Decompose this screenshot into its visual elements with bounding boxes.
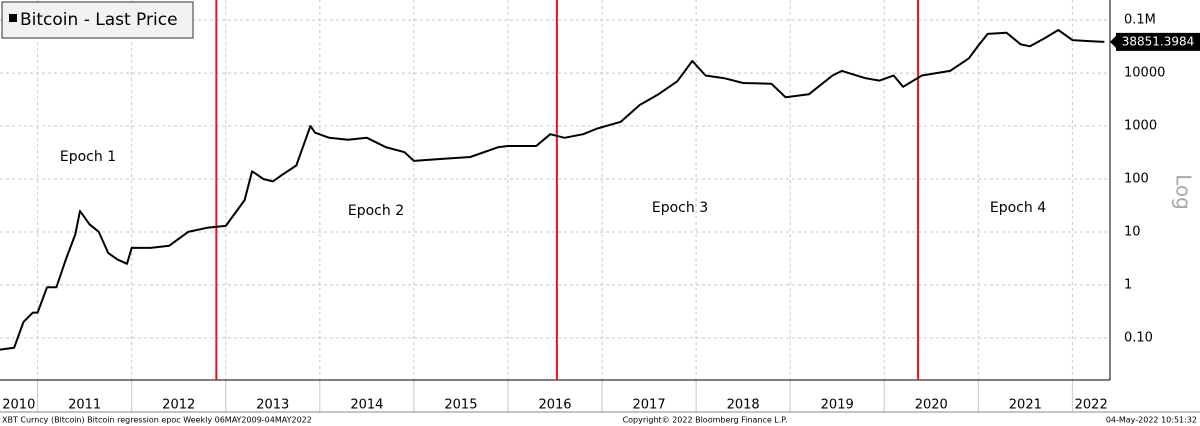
y-tick-label: 10	[1124, 224, 1141, 239]
x-tick-label: 2014	[350, 398, 383, 413]
x-tick-label: 2017	[633, 398, 666, 413]
x-tick-label: 2019	[821, 398, 854, 413]
y-tick-label: 10000	[1124, 66, 1165, 81]
legend-swatch	[9, 14, 17, 22]
x-tick-label: 2011	[68, 398, 101, 413]
last-price-pointer	[1110, 35, 1116, 48]
y-tick-label: 1	[1124, 277, 1132, 292]
x-tick-label: 2020	[915, 398, 948, 413]
legend-box	[1, 1, 194, 39]
legend-label: Bitcoin - Last Price	[20, 10, 178, 30]
x-tick-label: 2018	[727, 398, 760, 413]
annotation: Epoch 4	[990, 200, 1046, 216]
last-price-label: 38851.3984	[1122, 34, 1195, 48]
annotation: Epoch 2	[348, 203, 404, 219]
x-tick-label: 2022	[1075, 398, 1108, 413]
x-tick-label: 2010	[2, 398, 35, 413]
x-tick-label: 2015	[444, 398, 477, 413]
price-line	[0, 29, 1105, 351]
y-tick-label: 1000	[1124, 119, 1157, 134]
x-tick-label: 2016	[538, 398, 571, 413]
footer-source: XBT Curncy (Bitcoin) Bitcoin regression …	[2, 416, 312, 425]
footer-copyright: Copyright© 2022 Bloomberg Finance L.P.	[623, 416, 788, 425]
x-tick-label: 2021	[1009, 398, 1042, 413]
y-tick-label: 0.10	[1124, 330, 1153, 345]
y-tick-label: 0.1M	[1124, 13, 1156, 28]
annotation: Epoch 3	[652, 200, 708, 216]
footer-timestamp: 04-May-2022 10:51:32	[1106, 416, 1197, 425]
x-tick-label: 2013	[256, 398, 289, 413]
y-tick-label: 100	[1124, 171, 1149, 186]
last-price-box	[1116, 32, 1200, 51]
annotation: Epoch 1	[60, 149, 116, 165]
y-axis-label: Log	[1172, 174, 1196, 210]
x-tick-label: 2012	[162, 398, 195, 413]
